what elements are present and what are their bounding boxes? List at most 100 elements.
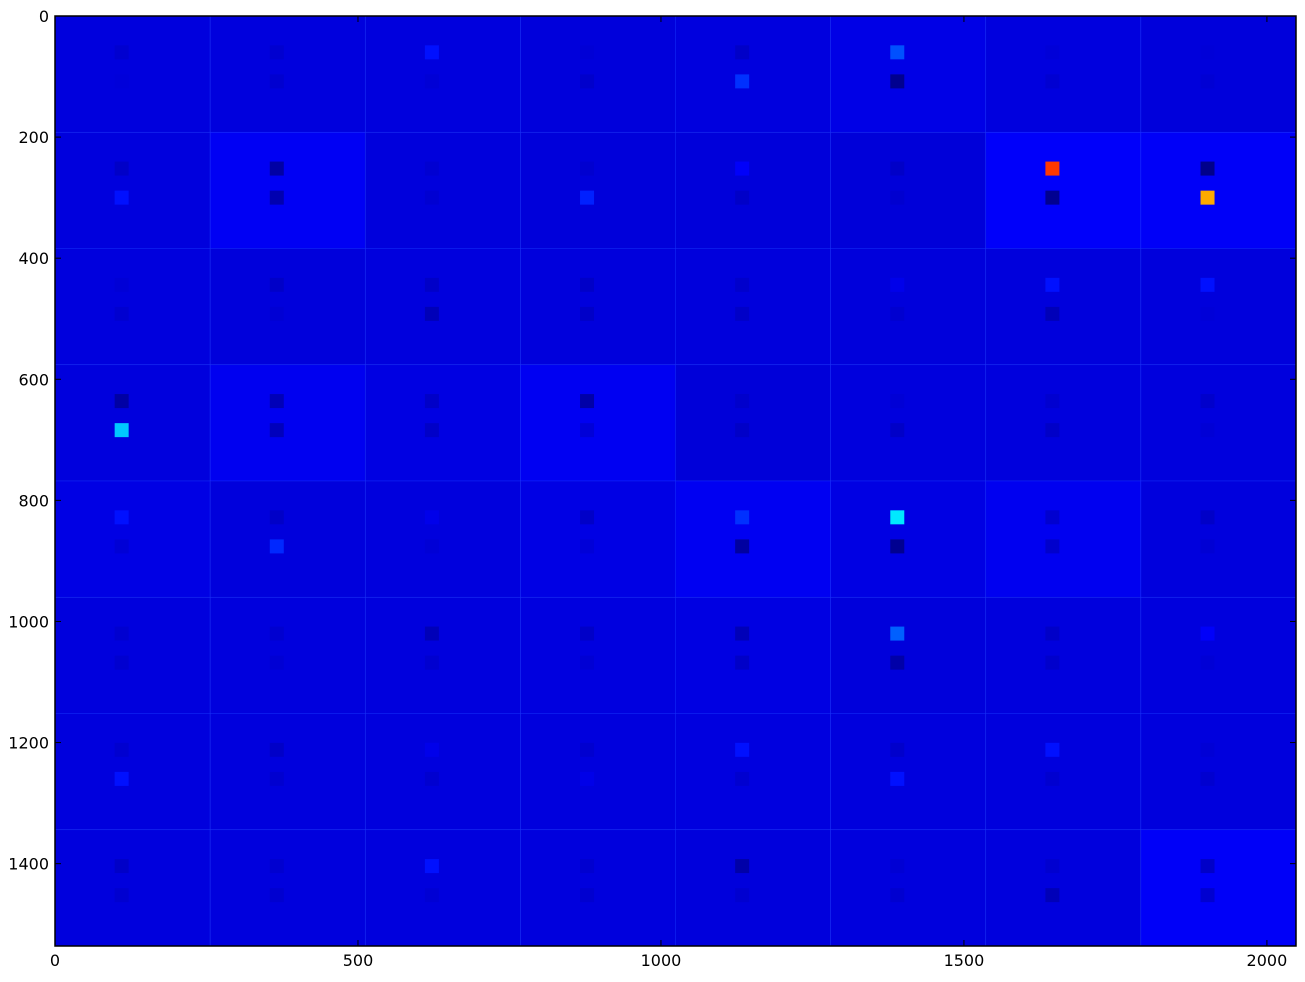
feature-square-upper-r5-c2	[424, 626, 439, 641]
heatmap-tile-r6-c1	[209, 713, 366, 831]
feature-square-lower-r4-c1	[269, 539, 284, 554]
heatmap-tile-r2-c2	[364, 248, 521, 366]
heatmap-tile-r3-c5	[830, 364, 987, 482]
feature-square-upper-r2-c1	[269, 277, 284, 292]
feature-square-upper-r1-c5	[890, 161, 905, 176]
feature-square-upper-r2-c6	[1045, 277, 1060, 292]
feature-square-lower-r3-c6	[1045, 423, 1060, 438]
feature-square-upper-r3-c0	[114, 394, 129, 409]
feature-square-upper-r3-c5	[890, 394, 905, 409]
feature-square-lower-r1-c6	[1045, 190, 1060, 205]
heatmap-tile-r3-c3	[520, 364, 676, 482]
feature-square-lower-r5-c0	[114, 655, 129, 670]
heatmap-tile-r4-c2	[364, 480, 521, 598]
feature-square-lower-r5-c4	[735, 655, 750, 670]
feature-squares-layer	[114, 45, 1215, 903]
heatmap-tile-r0-c5	[830, 15, 987, 133]
feature-square-upper-r7-c0	[114, 859, 129, 874]
feature-square-upper-r1-c2	[424, 161, 439, 176]
feature-square-upper-r4-c4	[735, 510, 750, 525]
heatmap-tile-r2-c4	[675, 248, 831, 366]
feature-square-upper-r5-c6	[1045, 626, 1060, 641]
feature-square-upper-r4-c3	[580, 510, 595, 525]
heatmap-tile-r5-c0	[54, 596, 211, 714]
feature-square-lower-r4-c6	[1045, 539, 1060, 554]
heatmap-tile-r5-c1	[209, 596, 366, 714]
heatmap-tile-r3-c2	[364, 364, 521, 482]
y-tick-label: 600	[18, 370, 49, 389]
feature-square-upper-r3-c6	[1045, 394, 1060, 409]
heatmap-tile-r7-c0	[54, 829, 211, 947]
feature-square-upper-r4-c2	[424, 510, 439, 525]
feature-square-upper-r6-c3	[580, 742, 595, 757]
x-axis: 0 500 1000 1500 2000	[50, 16, 1287, 970]
feature-square-upper-r4-c6	[1045, 510, 1060, 525]
y-tick-label: 1000	[8, 612, 49, 631]
feature-square-upper-r0-c4	[735, 45, 750, 60]
feature-square-lower-r7-c4	[735, 888, 750, 903]
heatmap-tile-r1-c6	[985, 131, 1142, 249]
heatmap-tile-r4-c3	[520, 480, 676, 598]
feature-square-lower-r6-c5	[890, 771, 905, 786]
feature-square-lower-r6-c7	[1200, 771, 1215, 786]
feature-square-lower-r1-c5	[890, 190, 905, 205]
feature-square-lower-r2-c5	[890, 306, 905, 321]
heatmap-tile-r6-c4	[675, 713, 831, 831]
heatmap-tile-r7-c7	[1140, 829, 1297, 947]
y-tick-label: 1400	[8, 855, 49, 874]
feature-square-upper-r6-c0	[114, 742, 129, 757]
feature-square-lower-r5-c6	[1045, 655, 1060, 670]
feature-square-upper-r0-c6	[1045, 45, 1060, 60]
heatmap-tile-r7-c2	[364, 829, 521, 947]
feature-square-upper-r2-c7	[1200, 277, 1215, 292]
feature-square-lower-r4-c7	[1200, 539, 1215, 554]
feature-square-upper-r1-c3	[580, 161, 595, 176]
feature-square-lower-r0-c2	[424, 74, 439, 89]
heatmap-tile-r6-c5	[830, 713, 987, 831]
y-tick-label: 1200	[8, 734, 49, 753]
feature-square-lower-r2-c6	[1045, 306, 1060, 321]
heatmap-tile-r0-c0	[54, 15, 211, 133]
heatmap-tile-r2-c7	[1140, 248, 1297, 366]
heatmap-tile-r3-c1	[209, 364, 366, 482]
x-tick-label: 1000	[641, 951, 682, 970]
feature-square-lower-r0-c4	[735, 74, 750, 89]
feature-square-lower-r7-c2	[424, 888, 439, 903]
feature-square-lower-r1-c3	[580, 190, 595, 205]
heatmap-tile-r4-c0	[54, 480, 211, 598]
heatmap-tile-r1-c1	[209, 131, 366, 249]
heatmap-tile-r2-c3	[520, 248, 676, 366]
feature-square-lower-r1-c2	[424, 190, 439, 205]
feature-square-upper-r6-c2	[424, 742, 439, 757]
feature-square-upper-r0-c0	[114, 45, 129, 60]
feature-square-upper-r7-c3	[580, 859, 595, 874]
feature-square-lower-r4-c5	[890, 539, 905, 554]
feature-square-lower-r2-c0	[114, 306, 129, 321]
heatmap-tile-r4-c6	[985, 480, 1142, 598]
heatmap-tile-r3-c0	[54, 364, 211, 482]
feature-square-lower-r5-c3	[580, 655, 595, 670]
feature-square-upper-r5-c3	[580, 626, 595, 641]
feature-square-upper-r7-c6	[1045, 859, 1060, 874]
feature-square-lower-r3-c0	[114, 423, 129, 438]
feature-square-lower-r3-c4	[735, 423, 750, 438]
feature-square-upper-r6-c1	[269, 742, 284, 757]
feature-square-lower-r3-c3	[580, 423, 595, 438]
feature-square-lower-r0-c6	[1045, 74, 1060, 89]
feature-square-upper-r7-c5	[890, 859, 905, 874]
heatmap-tile-r6-c0	[54, 713, 211, 831]
heatmap-tile-r7-c5	[830, 829, 987, 947]
heatmap-tile-r2-c6	[985, 248, 1142, 366]
feature-square-lower-r5-c5	[890, 655, 905, 670]
feature-square-lower-r7-c1	[269, 888, 284, 903]
feature-square-upper-r0-c7	[1200, 45, 1215, 60]
feature-square-lower-r6-c1	[269, 771, 284, 786]
feature-square-lower-r3-c1	[269, 423, 284, 438]
feature-square-upper-r6-c4	[735, 742, 750, 757]
feature-square-upper-r4-c1	[269, 510, 284, 525]
x-tick-label: 1500	[944, 951, 985, 970]
heatmap-tile-r1-c4	[675, 131, 831, 249]
tiles-layer	[54, 15, 1297, 947]
feature-square-upper-r5-c5	[890, 626, 905, 641]
